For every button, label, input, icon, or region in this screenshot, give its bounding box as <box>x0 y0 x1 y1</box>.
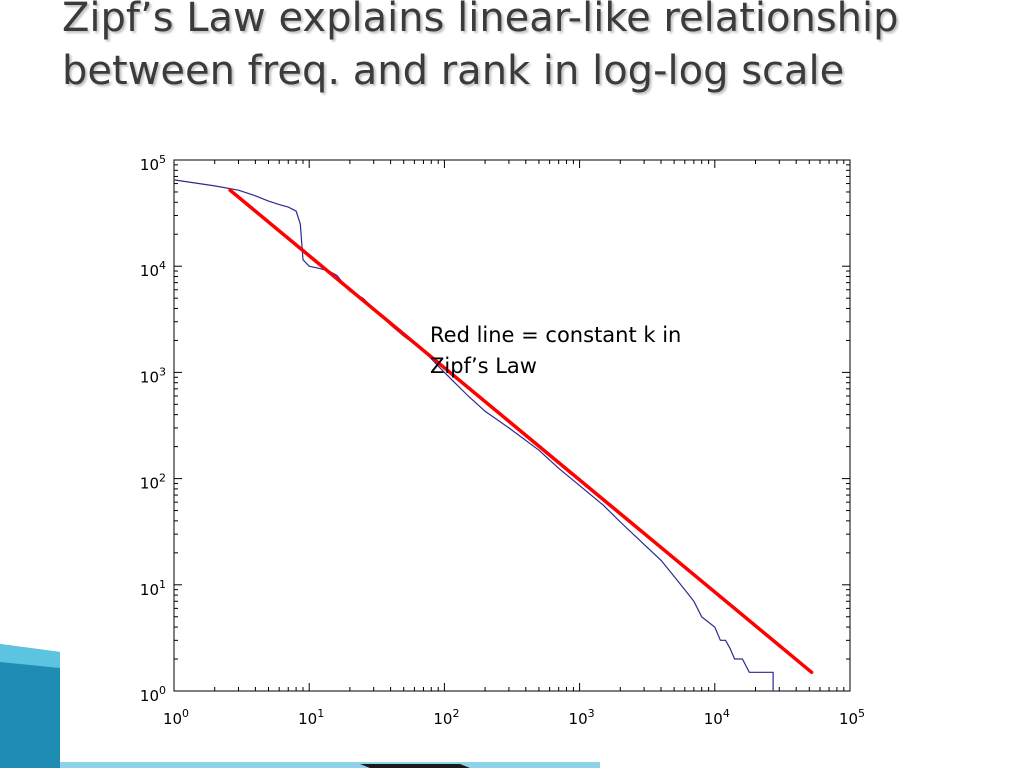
axis-ticks <box>173 160 850 692</box>
y-tick-label: 103 <box>140 365 166 386</box>
series-group <box>173 179 814 691</box>
x-tick-labels: 100 101 102 103 104 105 <box>163 707 865 728</box>
x-tick-label: 103 <box>569 707 595 728</box>
frequency-rank-series <box>173 179 774 691</box>
y-tick-label: 102 <box>140 472 166 493</box>
zipf-fit-line <box>228 188 814 675</box>
plot-frame <box>173 159 851 692</box>
x-tick-label: 104 <box>704 707 730 728</box>
x-tick-label: 105 <box>839 707 865 728</box>
x-tick-label: 102 <box>433 707 459 728</box>
x-tick-label: 101 <box>298 707 324 728</box>
y-tick-label: 101 <box>140 578 166 599</box>
fit-line-annotation: Red line = constant k in Zipf’s Law <box>430 323 682 378</box>
y-tick-label: 104 <box>140 259 166 280</box>
y-tick-labels: 100 101 102 103 104 105 <box>140 153 166 705</box>
x-tick-label: 100 <box>163 707 189 728</box>
y-tick-label: 100 <box>140 684 166 705</box>
slide-title: Zipf’s Law explains linear-like relation… <box>62 0 899 94</box>
y-tick-label: 105 <box>140 153 166 174</box>
